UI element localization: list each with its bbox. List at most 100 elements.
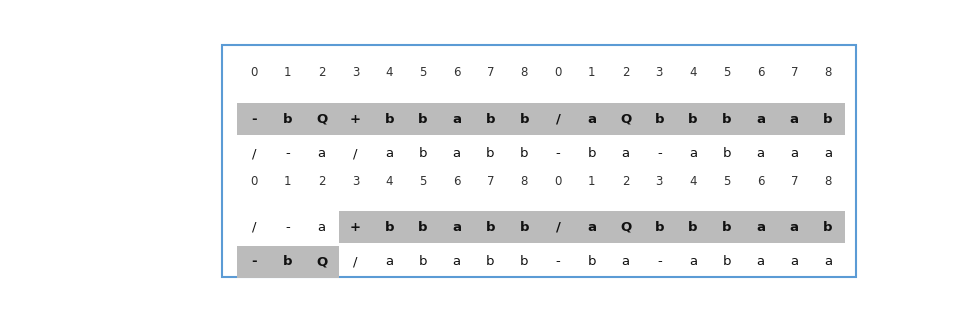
- Text: 3: 3: [655, 175, 663, 188]
- Text: 2: 2: [621, 175, 629, 188]
- Text: b: b: [486, 147, 495, 160]
- Text: 6: 6: [453, 175, 461, 188]
- Text: -: -: [556, 147, 560, 160]
- Text: b: b: [824, 221, 832, 233]
- Text: 6: 6: [453, 66, 461, 79]
- Text: 4: 4: [689, 66, 697, 79]
- Text: b: b: [654, 113, 664, 126]
- Text: -: -: [556, 255, 560, 268]
- Text: +: +: [350, 221, 361, 233]
- Text: b: b: [418, 113, 428, 126]
- Text: /: /: [353, 147, 358, 160]
- Text: a: a: [318, 147, 326, 160]
- Text: a: a: [452, 221, 461, 233]
- Text: 6: 6: [757, 66, 765, 79]
- Text: 8: 8: [825, 66, 832, 79]
- Text: 7: 7: [487, 66, 495, 79]
- Text: Q: Q: [317, 255, 327, 268]
- Text: /: /: [252, 147, 257, 160]
- Text: -: -: [657, 147, 662, 160]
- Text: b: b: [284, 113, 292, 126]
- Text: 3: 3: [655, 66, 663, 79]
- Text: a: a: [385, 147, 393, 160]
- Text: -: -: [286, 221, 290, 233]
- Text: a: a: [756, 113, 765, 126]
- Text: 0: 0: [555, 175, 561, 188]
- Text: -: -: [286, 147, 290, 160]
- Text: a: a: [756, 255, 765, 268]
- Text: b: b: [688, 113, 698, 126]
- Text: 7: 7: [791, 175, 798, 188]
- Text: a: a: [689, 147, 697, 160]
- Text: /: /: [252, 221, 257, 233]
- Text: -: -: [657, 255, 662, 268]
- Text: b: b: [384, 221, 394, 233]
- Text: /: /: [353, 255, 358, 268]
- Text: a: a: [385, 255, 393, 268]
- Text: a: a: [824, 147, 832, 160]
- Text: -: -: [252, 113, 257, 126]
- Text: 6: 6: [757, 175, 765, 188]
- Text: 5: 5: [723, 66, 731, 79]
- Text: b: b: [486, 255, 495, 268]
- Text: a: a: [790, 147, 799, 160]
- Text: 3: 3: [351, 66, 359, 79]
- Text: b: b: [419, 147, 427, 160]
- Text: b: b: [520, 113, 529, 126]
- Text: b: b: [284, 255, 292, 268]
- Text: b: b: [520, 147, 529, 160]
- Text: b: b: [418, 221, 428, 233]
- Text: +: +: [350, 113, 361, 126]
- Text: a: a: [621, 147, 629, 160]
- Text: -: -: [252, 255, 257, 268]
- Text: 0: 0: [251, 175, 257, 188]
- Text: 2: 2: [621, 66, 629, 79]
- Text: b: b: [722, 255, 731, 268]
- Text: 3: 3: [351, 175, 359, 188]
- Text: 2: 2: [318, 66, 325, 79]
- Text: 5: 5: [419, 175, 427, 188]
- FancyBboxPatch shape: [237, 246, 339, 278]
- Text: a: a: [453, 255, 461, 268]
- FancyBboxPatch shape: [223, 45, 857, 277]
- Text: b: b: [486, 221, 496, 233]
- Text: a: a: [588, 113, 596, 126]
- Text: 8: 8: [521, 66, 528, 79]
- Text: Q: Q: [620, 221, 631, 233]
- Text: 1: 1: [285, 66, 291, 79]
- Text: b: b: [486, 113, 496, 126]
- Text: b: b: [722, 221, 732, 233]
- Text: a: a: [790, 255, 799, 268]
- Text: Q: Q: [317, 113, 327, 126]
- Text: a: a: [588, 221, 596, 233]
- Text: 1: 1: [588, 175, 595, 188]
- Text: a: a: [453, 147, 461, 160]
- Text: a: a: [318, 221, 326, 233]
- Text: /: /: [556, 221, 560, 233]
- Text: 4: 4: [385, 175, 393, 188]
- Text: b: b: [654, 221, 664, 233]
- Text: a: a: [790, 113, 799, 126]
- Text: b: b: [588, 255, 596, 268]
- Text: a: a: [689, 255, 697, 268]
- Text: a: a: [824, 255, 832, 268]
- FancyBboxPatch shape: [237, 103, 845, 135]
- Text: a: a: [756, 147, 765, 160]
- Text: b: b: [384, 113, 394, 126]
- Text: b: b: [520, 255, 529, 268]
- Text: 7: 7: [791, 66, 798, 79]
- Text: b: b: [722, 113, 732, 126]
- Text: b: b: [520, 221, 529, 233]
- Text: b: b: [722, 147, 731, 160]
- Text: a: a: [621, 255, 629, 268]
- Text: 4: 4: [689, 175, 697, 188]
- Text: 2: 2: [318, 175, 325, 188]
- Text: b: b: [419, 255, 427, 268]
- Text: b: b: [588, 147, 596, 160]
- Text: /: /: [556, 113, 560, 126]
- Text: 0: 0: [251, 66, 257, 79]
- Text: b: b: [824, 113, 832, 126]
- Text: a: a: [756, 221, 765, 233]
- Text: 8: 8: [521, 175, 528, 188]
- Text: 7: 7: [487, 175, 495, 188]
